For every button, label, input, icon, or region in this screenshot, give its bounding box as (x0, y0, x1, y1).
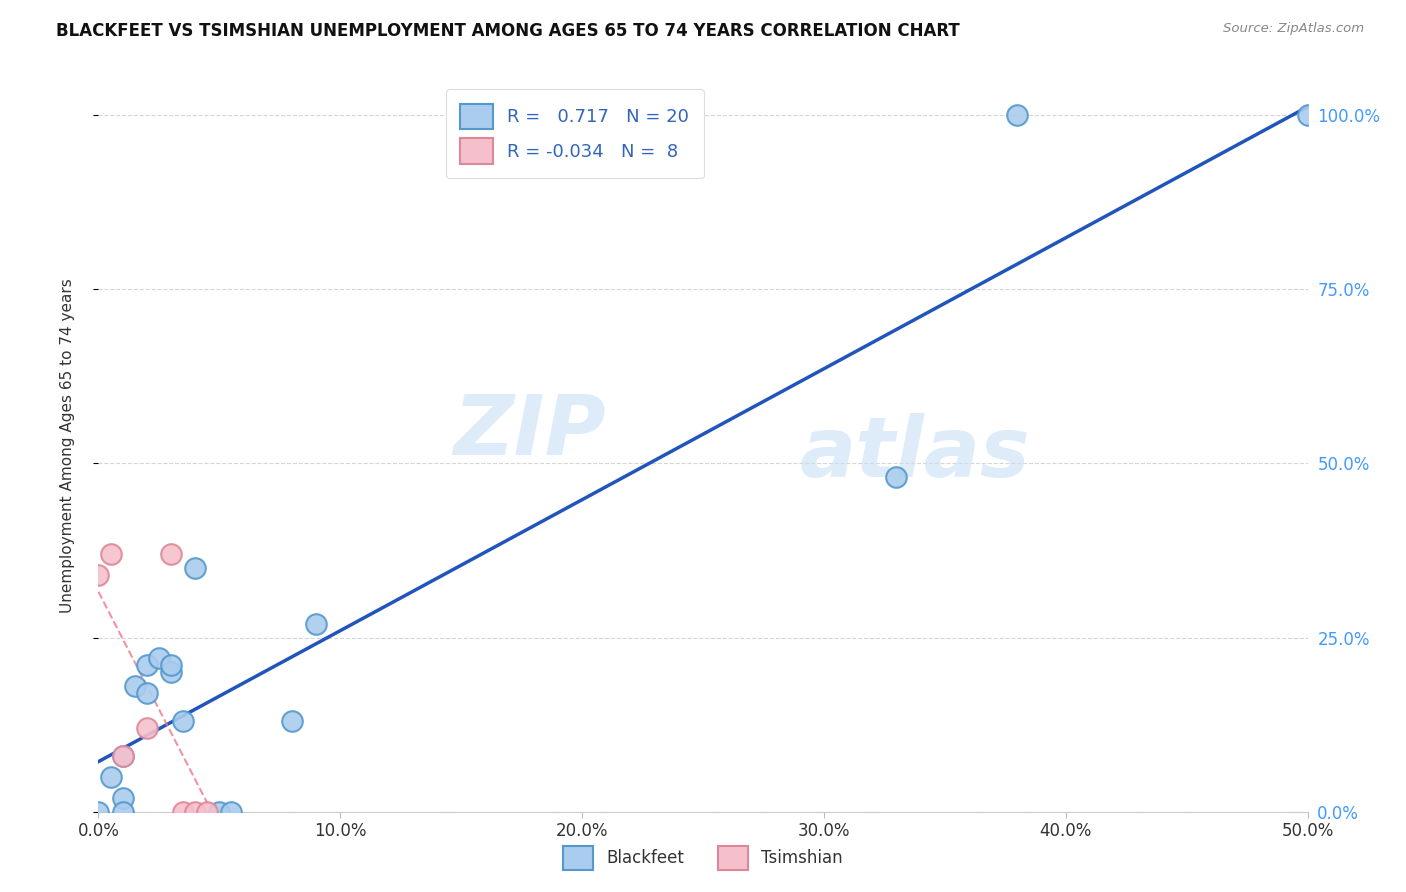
Point (1296, 108, 1319, 122)
Point (135, 658, 157, 673)
Point (100, 547, 122, 561)
Point (87, 567, 110, 582)
Text: Source: ZipAtlas.com: Source: ZipAtlas.com (1223, 22, 1364, 36)
Point (111, 805, 134, 819)
Point (160, 658, 183, 673)
Point (111, 790, 134, 805)
Point (305, 616, 328, 631)
Point (135, 721, 157, 735)
Legend: Blackfeet, Tsimshian: Blackfeet, Tsimshian (557, 839, 849, 877)
Point (184, 805, 207, 819)
Point (172, 714, 194, 728)
Point (111, 749, 134, 764)
Y-axis label: Unemployment Among Ages 65 to 74 years: Unemployment Among Ages 65 to 74 years (60, 278, 75, 614)
Point (148, 651, 170, 665)
Point (100, 770, 122, 784)
Point (135, 686, 157, 700)
Point (221, 805, 243, 819)
Text: atlas: atlas (800, 413, 1031, 494)
Point (1007, 108, 1029, 122)
Point (87, 805, 110, 819)
Point (195, 805, 218, 819)
Point (208, 805, 231, 819)
Text: ZIP: ZIP (454, 391, 606, 472)
Point (172, 805, 194, 819)
Point (886, 470, 908, 484)
Point (281, 714, 304, 728)
Point (184, 561, 207, 575)
Point (160, 547, 183, 561)
Point (111, 749, 134, 764)
Point (124, 679, 146, 693)
Point (160, 665, 183, 680)
Text: BLACKFEET VS TSIMSHIAN UNEMPLOYMENT AMONG AGES 65 TO 74 YEARS CORRELATION CHART: BLACKFEET VS TSIMSHIAN UNEMPLOYMENT AMON… (56, 22, 960, 40)
